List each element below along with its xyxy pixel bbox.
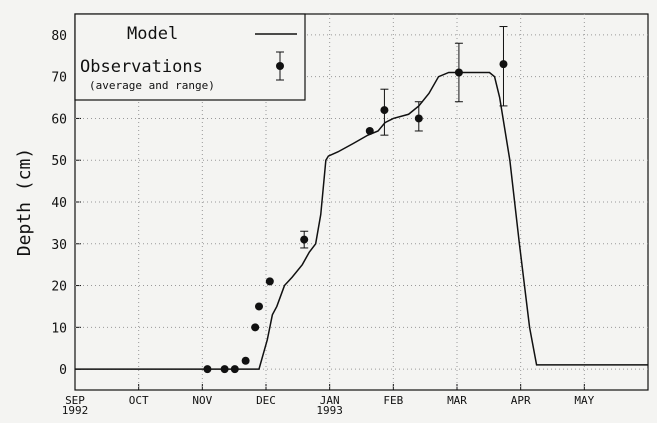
y-tick-label: 70 bbox=[51, 71, 67, 86]
legend-box bbox=[74, 13, 306, 101]
x-tick-label: OCT bbox=[129, 394, 149, 407]
y-tick-label: 50 bbox=[51, 154, 67, 169]
observation-point bbox=[203, 365, 212, 374]
x-tick-label: NOV bbox=[192, 394, 212, 407]
observation-point bbox=[265, 277, 274, 286]
observation-point bbox=[254, 302, 263, 311]
observation-point bbox=[365, 126, 374, 135]
y-tick-label: 30 bbox=[51, 238, 67, 253]
y-tick-label: 10 bbox=[51, 321, 67, 336]
legend-label: Observations bbox=[80, 57, 203, 77]
observation-point bbox=[220, 365, 229, 374]
y-tick-label: 40 bbox=[51, 196, 67, 211]
observation-point bbox=[414, 114, 423, 123]
legend-label: Model bbox=[127, 24, 178, 44]
legend-note: (average and range) bbox=[89, 79, 215, 92]
x-tick-label: APR bbox=[511, 394, 531, 407]
y-tick-label: 60 bbox=[51, 112, 67, 127]
observation-point bbox=[251, 323, 260, 332]
observation-point bbox=[454, 68, 463, 77]
y-tick-label: 0 bbox=[59, 363, 67, 378]
x-tick-label: JAN 1993 bbox=[316, 394, 343, 417]
observation-point bbox=[300, 235, 309, 244]
model-line bbox=[75, 71, 648, 370]
x-tick-label: DEC bbox=[256, 394, 276, 407]
y-tick-label: 80 bbox=[51, 29, 67, 44]
x-tick-label: FEB bbox=[383, 394, 403, 407]
observation-point bbox=[241, 356, 250, 365]
observation-point bbox=[380, 106, 389, 115]
y-axis-label: Depth (cm) bbox=[14, 148, 35, 256]
observation-point bbox=[499, 60, 508, 69]
x-tick-label: MAR bbox=[447, 394, 467, 407]
x-tick-label: SEP 1992 bbox=[62, 394, 89, 417]
y-tick-label: 20 bbox=[51, 280, 67, 295]
legend-point bbox=[276, 62, 284, 70]
observation-point bbox=[230, 365, 239, 374]
x-tick-label: MAY bbox=[574, 394, 594, 407]
